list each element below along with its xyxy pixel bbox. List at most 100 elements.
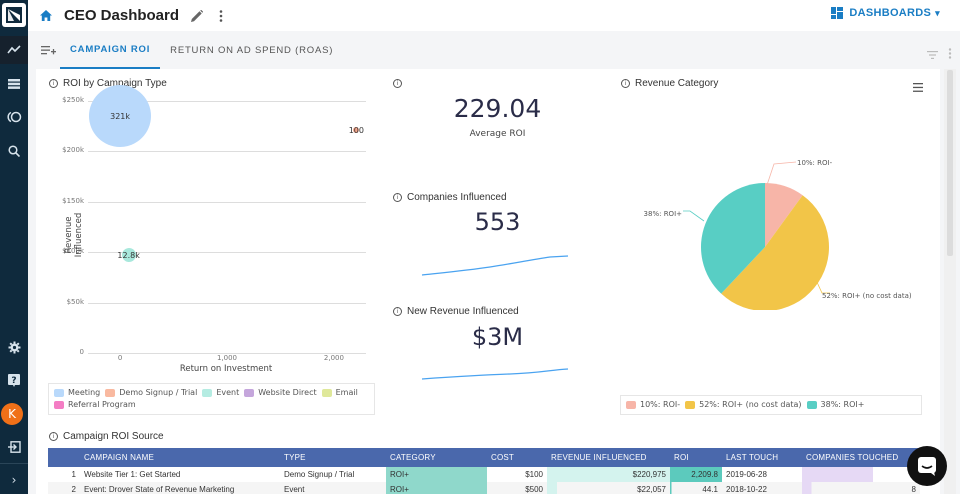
sidebar-item-help[interactable]: ? (0, 366, 28, 394)
more-options-button[interactable] (219, 9, 223, 22)
campaign-roi: 44.1 (670, 482, 722, 494)
sidebar-item-lists[interactable] (0, 70, 28, 98)
sidebar-expand-button[interactable]: › (0, 466, 28, 494)
legend-item[interactable]: Event (202, 387, 239, 399)
table-row[interactable]: 2 Event: Drover State of Revenue Marketi… (48, 482, 920, 494)
chart-menu-button[interactable] (913, 77, 923, 96)
legend-label: Demo Signup / Trial (119, 388, 198, 397)
legend-label: 52%: ROI+ (no cost data) (699, 400, 802, 409)
gear-icon (8, 341, 20, 353)
campaign-name-link[interactable]: Website Tier 1: Get Started (84, 470, 181, 479)
info-icon[interactable]: i (393, 79, 402, 88)
circles-icon (7, 111, 22, 123)
filter-button[interactable] (927, 44, 938, 63)
legend-item[interactable]: Website Direct (244, 387, 317, 399)
info-icon[interactable]: i (621, 79, 630, 88)
scatter-point[interactable]: 321k (89, 85, 152, 148)
sidebar-item-campaigns[interactable] (0, 103, 28, 131)
legend-label: Meeting (68, 388, 101, 397)
sidebar-item-analytics[interactable] (0, 36, 28, 64)
campaign-roi-source-title: i Campaign ROI Source (49, 431, 164, 442)
campaign-roi-source-title-text: Campaign ROI Source (63, 431, 164, 442)
legend-swatch (54, 401, 64, 409)
legend-item[interactable]: Referral Program (54, 399, 136, 411)
column-header-type[interactable]: TYPE (280, 448, 386, 467)
svg-text:?: ? (11, 376, 16, 386)
campaign-name-link[interactable]: Event: Drover State of Revenue Marketing (80, 482, 280, 494)
chat-widget-button[interactable] (907, 446, 947, 486)
tab-campaign-roi[interactable]: CAMPAIGN ROI (60, 31, 161, 69)
new-revenue-value: $3M (471, 323, 524, 351)
column-header-roi[interactable]: ROI (670, 448, 722, 467)
column-header-index (48, 448, 80, 467)
scatter-point[interactable]: 100 (349, 126, 364, 135)
list-icon (8, 79, 20, 89)
legend-item[interactable]: Meeting (54, 387, 100, 399)
tab-roas[interactable]: RETURN ON AD SPEND (ROAS) (170, 44, 334, 56)
y-gridline (88, 252, 366, 254)
info-icon[interactable]: i (49, 432, 58, 441)
scatter-point-label: 12.8k (117, 250, 140, 260)
revenue-category-pie: 10%: ROI- 52%: ROI+ (no cost data) 38%: RO… (644, 159, 912, 310)
x-tick-label: 2,000 (323, 354, 344, 362)
help-icon: ? (8, 373, 20, 387)
legend-item[interactable]: Demo Signup / Trial (105, 387, 197, 399)
legend-item[interactable]: 52%: ROI+ (no cost data) (685, 399, 802, 411)
tab-more-button[interactable] (948, 44, 952, 63)
pie-slice[interactable] (765, 183, 803, 247)
new-revenue-sparkline (421, 368, 569, 380)
add-tab-button[interactable] (41, 45, 56, 56)
scrollbar-thumb[interactable] (947, 70, 953, 256)
average-roi-value: 229.04 (453, 94, 542, 123)
legend-swatch (105, 389, 116, 397)
pie-slice-label: 38%: ROI+ (644, 210, 683, 218)
scatter-point-label: 321k (110, 111, 131, 121)
campaign-last-touch: 2018-10-22 (722, 482, 802, 494)
legend-label: Website Direct (258, 388, 317, 397)
dashboards-label: DASHBOARDS (849, 7, 932, 19)
column-header-category[interactable]: CATEGORY (386, 448, 487, 467)
chevron-down-icon: ▾ (935, 7, 940, 18)
edit-title-button[interactable] (191, 9, 204, 22)
chat-icon (918, 457, 936, 476)
campaign-revenue: $22,057 (547, 482, 670, 494)
dashboards-dropdown[interactable]: DASHBOARDS ▾ (831, 7, 940, 19)
column-header-campaign-name[interactable]: CAMPAIGN NAME (80, 448, 280, 467)
sidebar-item-search[interactable] (0, 137, 28, 165)
info-icon[interactable]: i (49, 79, 58, 88)
home-icon (40, 10, 52, 21)
legend-item[interactable]: 10%: ROI- (626, 399, 680, 411)
vertical-dots-icon (219, 9, 223, 22)
legend-item[interactable]: 38%: ROI+ (806, 399, 864, 411)
dashboard-grid-icon (831, 7, 844, 19)
campaign-category: ROI+ (386, 482, 487, 494)
pie-slice-label: 52%: ROI+ (no cost data) (822, 292, 912, 300)
legend-swatch (626, 401, 636, 409)
home-button[interactable] (40, 10, 52, 21)
pie-slice[interactable] (721, 195, 829, 310)
hamburger-menu-icon (913, 83, 923, 92)
column-header-revenue-influenced[interactable]: REVENUE INFLUENCED (547, 448, 670, 467)
x-tick-label: 1,000 (216, 354, 238, 362)
sidebar-item-settings[interactable] (0, 333, 28, 361)
table-row[interactable]: 1 Website Tier 1: Get Started Demo Signu… (48, 467, 920, 482)
pie-slice[interactable] (701, 183, 765, 294)
legend-item[interactable]: Email (321, 387, 358, 399)
row-index: 1 (71, 470, 76, 479)
app-logo[interactable] (2, 3, 26, 27)
info-icon[interactable]: i (393, 307, 402, 316)
column-header-companies-touched[interactable]: COMPANIES TOUCHED (802, 448, 920, 467)
vertical-dots-icon (948, 48, 952, 59)
column-header-last-touch[interactable]: LAST TOUCH (722, 448, 802, 467)
pie-label-connector (815, 279, 830, 294)
y-axis-label: Revenue Influenced (64, 212, 84, 258)
page-title: CEO Dashboard (64, 7, 180, 24)
user-avatar[interactable]: K (1, 403, 23, 425)
column-header-cost[interactable]: COST (487, 448, 547, 467)
sidebar-item-logout[interactable] (0, 433, 28, 461)
sidebar-divider (0, 463, 28, 464)
y-tick-label: $200k (62, 146, 84, 155)
scatter-point[interactable]: 12.8k (117, 248, 140, 263)
legend-swatch (54, 389, 64, 397)
info-icon[interactable]: i (393, 193, 402, 202)
